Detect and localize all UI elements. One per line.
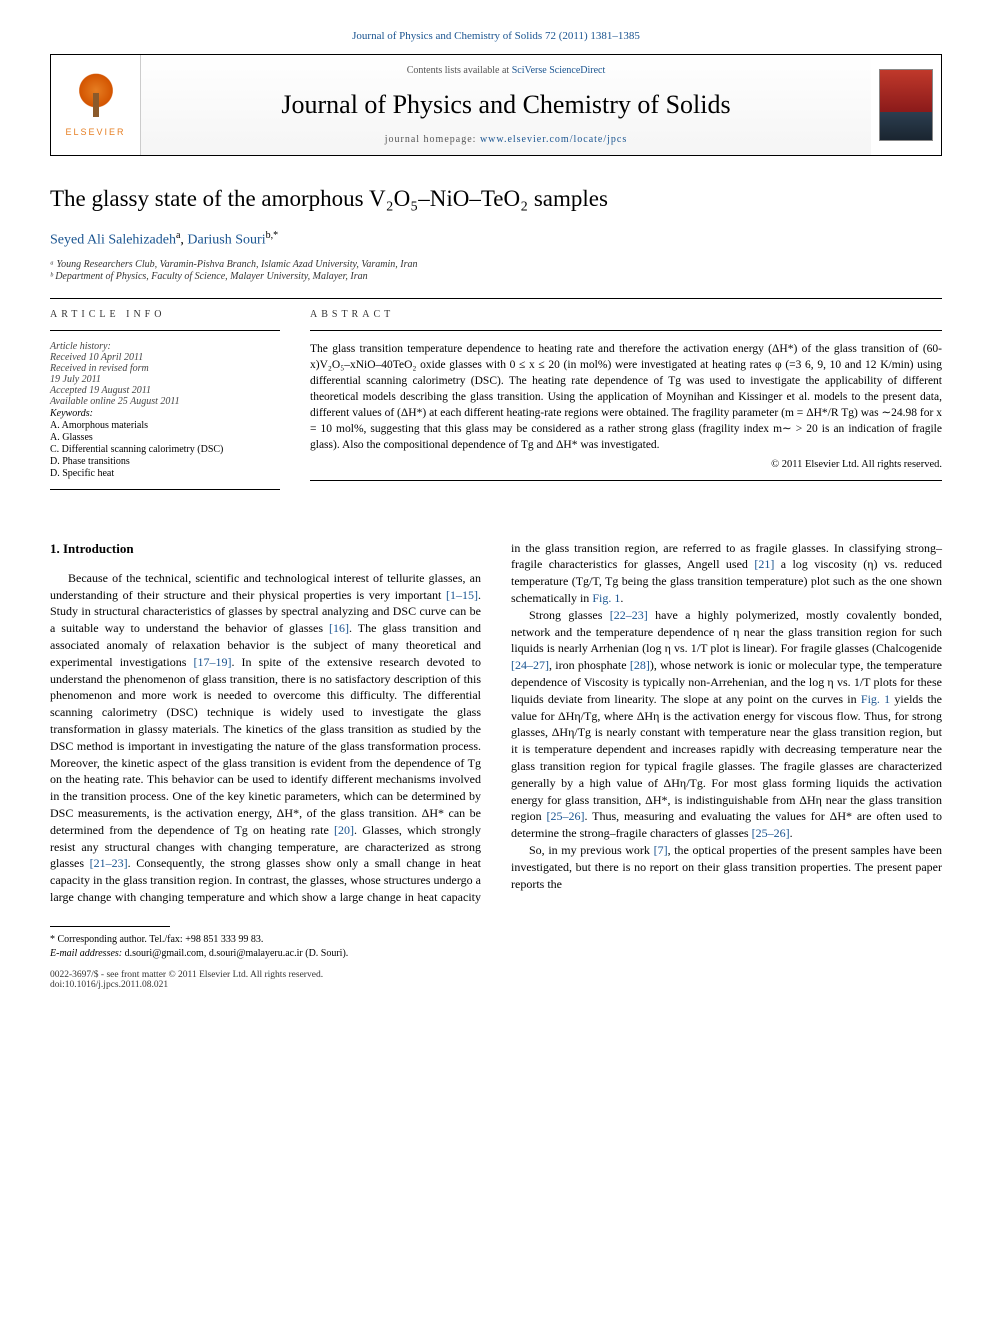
- keyword-1: A. Amorphous materials: [50, 420, 280, 431]
- ref-link[interactable]: [7]: [654, 843, 668, 857]
- doi-line: doi:10.1016/j.jpcs.2011.08.021: [50, 980, 942, 990]
- author-1-sup: a: [176, 230, 180, 241]
- keyword-2: A. Glasses: [50, 432, 280, 443]
- abstract-col: ABSTRACT The glass transition temperatur…: [310, 309, 942, 500]
- text: Strong glasses: [529, 608, 610, 622]
- intro-heading: 1. Introduction: [50, 540, 481, 558]
- article-title: The glassy state of the amorphous V₂O₅–N…: [50, 186, 942, 212]
- affiliations: ᵃ Young Researchers Club, Varamin-Pishva…: [50, 259, 942, 282]
- banner-center: Contents lists available at SciVerse Sci…: [141, 55, 871, 155]
- article-info-label: ARTICLE INFO: [50, 309, 280, 320]
- keyword-4: D. Phase transitions: [50, 456, 280, 467]
- author-1-link[interactable]: Seyed Ali Salehizadeh: [50, 233, 176, 248]
- ref-link[interactable]: [20]: [334, 823, 354, 837]
- email-link-1[interactable]: d.souri@gmail.com: [125, 948, 204, 959]
- history-accepted: Accepted 19 August 2011: [50, 385, 280, 396]
- keywords: Keywords: A. Amorphous materials A. Glas…: [50, 408, 280, 479]
- ref-link[interactable]: [22–23]: [610, 608, 648, 622]
- ref-link[interactable]: [25–26]: [547, 809, 585, 823]
- journal-ref-link[interactable]: Journal of Physics and Chemistry of Soli…: [352, 30, 640, 42]
- front-matter-line: 0022-3697/$ - see front matter © 2011 El…: [50, 970, 942, 980]
- ref-link[interactable]: [16]: [329, 621, 349, 635]
- ref-link[interactable]: [17–19]: [193, 655, 231, 669]
- fig-link[interactable]: Fig. 1: [592, 591, 620, 605]
- article-info-col: ARTICLE INFO Article history: Received 1…: [50, 309, 280, 500]
- affiliation-b: ᵇ Department of Physics, Faculty of Scie…: [50, 271, 942, 282]
- ref-link[interactable]: [1–15]: [446, 588, 478, 602]
- fig-link[interactable]: Fig. 1: [861, 692, 890, 706]
- text: .: [620, 591, 623, 605]
- keyword-3: C. Differential scanning calorimetry (DS…: [50, 444, 280, 455]
- elsevier-logo[interactable]: ELSEVIER: [51, 55, 141, 155]
- abstract-copyright: © 2011 Elsevier Ltd. All rights reserved…: [310, 459, 942, 470]
- elsevier-label: ELSEVIER: [65, 127, 125, 137]
- header-banner: ELSEVIER Contents lists available at Sci…: [50, 54, 942, 156]
- history-received: Received 10 April 2011: [50, 352, 280, 363]
- body-columns: 1. Introduction Because of the technical…: [50, 540, 942, 906]
- cover-image-icon: [879, 69, 933, 141]
- affiliation-a: ᵃ Young Researchers Club, Varamin-Pishva…: [50, 259, 942, 270]
- text: yields the value for ΔHη/Tg, where ΔHη i…: [511, 692, 942, 824]
- ref-link[interactable]: [28]: [630, 658, 650, 672]
- author-2-sup: b,*: [266, 230, 279, 241]
- history-revised-label: Received in revised form: [50, 363, 280, 374]
- divider: [310, 480, 942, 481]
- contents-prefix: Contents lists available at: [407, 65, 512, 76]
- keyword-5: D. Specific heat: [50, 468, 280, 479]
- history-title: Article history:: [50, 341, 280, 352]
- divider: [50, 330, 280, 331]
- contents-line: Contents lists available at SciVerse Sci…: [161, 65, 851, 76]
- abstract-text: The glass transition temperature depende…: [310, 341, 942, 454]
- ref-link[interactable]: [24–27]: [511, 658, 549, 672]
- footnote-divider: [50, 926, 170, 927]
- journal-reference: Journal of Physics and Chemistry of Soli…: [50, 30, 942, 42]
- divider: [50, 298, 942, 299]
- ref-link[interactable]: [21]: [754, 557, 774, 571]
- footnotes: * Corresponding author. Tel./fax: +98 85…: [50, 933, 942, 960]
- history-online: Available online 25 August 2011: [50, 396, 280, 407]
- sciencedirect-link[interactable]: SciVerse ScienceDirect: [512, 65, 606, 76]
- divider: [310, 330, 942, 331]
- ref-link[interactable]: [21–23]: [90, 856, 128, 870]
- journal-name: Journal of Physics and Chemistry of Soli…: [161, 90, 851, 120]
- homepage-link[interactable]: www.elsevier.com/locate/jpcs: [480, 134, 627, 145]
- intro-paragraph-2: Strong glasses [22–23] have a highly pol…: [511, 607, 942, 842]
- text: .: [790, 826, 793, 840]
- email-suffix: (D. Souri).: [303, 948, 349, 959]
- email-link-2[interactable]: d.souri@malayeru.ac.ir: [209, 948, 303, 959]
- homepage-line: journal homepage: www.elsevier.com/locat…: [161, 134, 851, 145]
- article-history: Article history: Received 10 April 2011 …: [50, 341, 280, 407]
- ref-link[interactable]: [25–26]: [752, 826, 790, 840]
- text: Because of the technical, scientific and…: [50, 571, 481, 602]
- text: , iron phosphate: [549, 658, 630, 672]
- email-label: E-mail addresses:: [50, 948, 125, 959]
- meta-abstract-row: ARTICLE INFO Article history: Received 1…: [50, 309, 942, 500]
- corresponding-author: * Corresponding author. Tel./fax: +98 85…: [50, 933, 942, 946]
- doi-block: 0022-3697/$ - see front matter © 2011 El…: [50, 970, 942, 990]
- email-line: E-mail addresses: d.souri@gmail.com, d.s…: [50, 947, 942, 960]
- cover-thumbnail[interactable]: [871, 55, 941, 155]
- text: . In spite of the extensive research dev…: [50, 655, 481, 837]
- homepage-prefix: journal homepage:: [385, 134, 480, 145]
- history-revised-date: 19 July 2011: [50, 374, 280, 385]
- keywords-title: Keywords:: [50, 408, 280, 419]
- authors: Seyed Ali Salehizadeha, Dariush Sourib,*: [50, 230, 942, 249]
- author-2-link[interactable]: Dariush Souri: [187, 233, 265, 248]
- text: So, in my previous work: [529, 843, 654, 857]
- elsevier-tree-icon: [71, 73, 121, 123]
- abstract-label: ABSTRACT: [310, 309, 942, 320]
- intro-paragraph-3: So, in my previous work [7], the optical…: [511, 842, 942, 892]
- divider: [50, 489, 280, 490]
